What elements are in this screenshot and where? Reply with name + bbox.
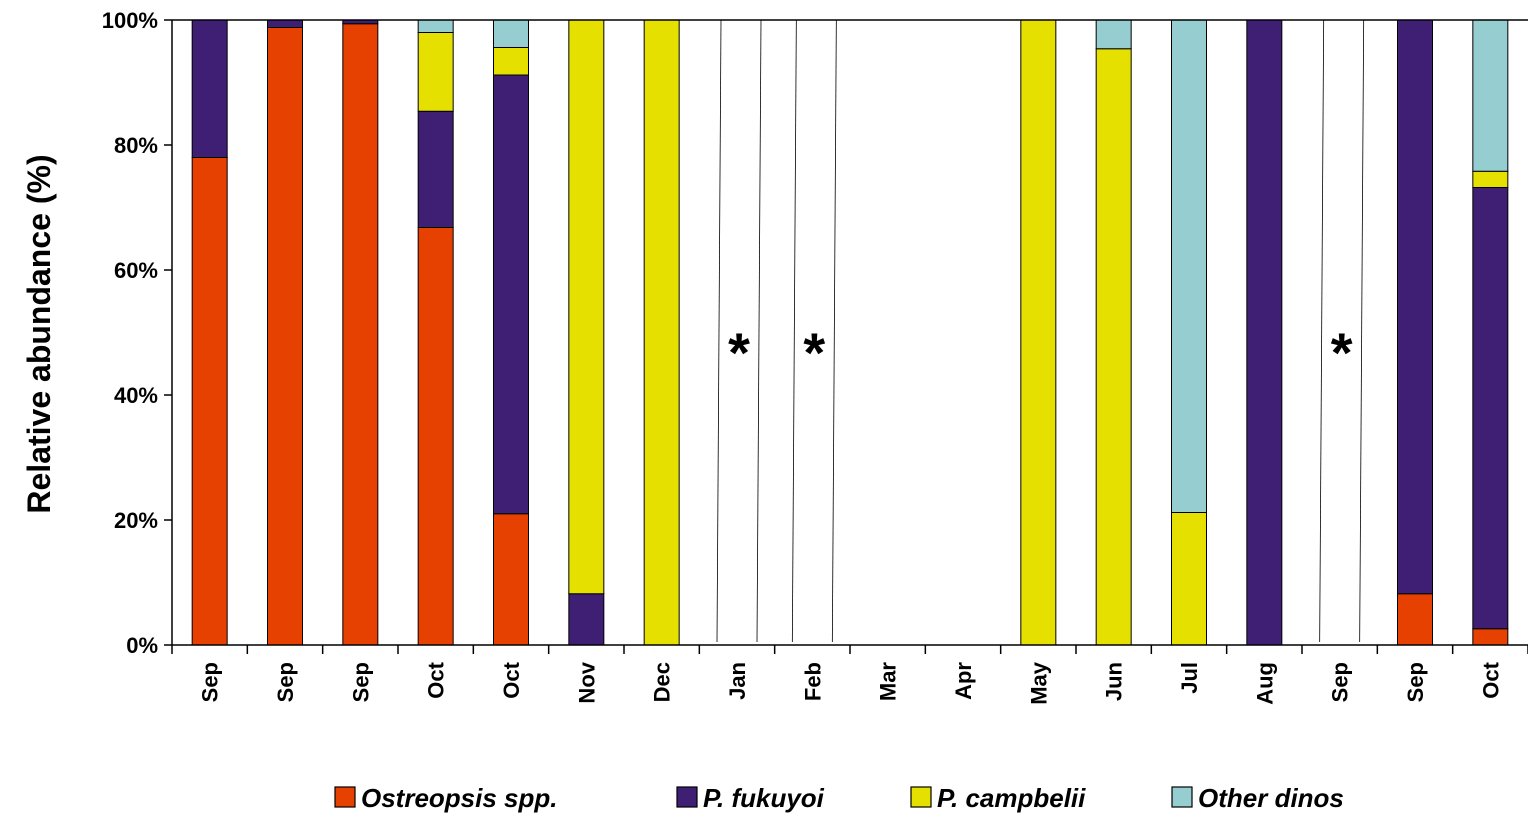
y-axis-title: Relative abundance (%) (21, 154, 57, 513)
bar-segment-4-2 (493, 47, 529, 76)
no-data-line-left-8 (791, 19, 797, 643)
y-tick-label-1: 20% (114, 508, 158, 533)
x-tick-label-1: Sep (273, 662, 298, 702)
bar-segment-17-0 (1472, 628, 1509, 646)
no-data-line-right-8 (831, 19, 837, 643)
x-tick-label-8: Feb (800, 662, 825, 701)
no-data-marker-7: * (728, 321, 750, 384)
bar-segment-6-2 (643, 19, 680, 646)
legend-swatch-1 (676, 786, 698, 808)
bar-segment-11-2 (1020, 19, 1057, 646)
y-tick-label-3: 60% (114, 258, 158, 283)
bar-segment-0-0 (191, 157, 228, 646)
y-tick-label-4: 80% (114, 133, 158, 158)
bar-segment-5-1 (568, 593, 605, 646)
x-tick-label-9: Mar (876, 662, 901, 702)
bar-segment-0-1 (191, 19, 228, 158)
x-tick-label-15: Sep (1328, 662, 1353, 702)
bar-segment-13-3 (1171, 19, 1207, 513)
bar-segment-17-2 (1472, 170, 1509, 188)
bar-segment-16-0 (1397, 593, 1433, 646)
x-tick-label-10: Apr (951, 662, 976, 700)
no-data-line-right-15 (1359, 19, 1365, 643)
x-tick-label-13: Jul (1177, 662, 1202, 694)
bar-segment-12-2 (1095, 48, 1132, 646)
bar-segment-2-0 (342, 23, 379, 646)
no-data-marker-8: * (803, 321, 825, 384)
x-tick-label-17: Oct (1478, 661, 1503, 698)
x-tick-label-12: Jun (1102, 662, 1127, 701)
x-tick-label-3: Oct (424, 661, 449, 698)
legend-swatch-2 (910, 786, 932, 808)
no-data-line-right-7 (756, 19, 762, 643)
y-tick-label-0: 0% (126, 633, 158, 658)
legend: Ostreopsis spp. P. fukuyoi P. campbelii Oth… (334, 783, 1344, 813)
legend-label-2: P. campbelii (937, 783, 1086, 813)
bar-segment-3-1 (417, 110, 454, 228)
bar-segment-3-2 (417, 32, 454, 112)
bar-segment-17-1 (1472, 187, 1509, 630)
bar-segment-3-3 (417, 19, 454, 33)
x-tick-label-4: Oct (499, 661, 524, 698)
bar-segment-4-0 (493, 513, 529, 646)
x-tick-label-7: Jan (725, 662, 750, 700)
bar-segment-17-3 (1472, 19, 1509, 172)
bar-segment-13-2 (1171, 512, 1207, 646)
no-data-marker-15: * (1331, 321, 1353, 384)
bar-segment-5-2 (568, 19, 605, 595)
x-tick-label-5: Nov (574, 661, 599, 703)
legend-label-3: Other dinos (1198, 783, 1344, 813)
legend-swatch-0 (334, 786, 356, 808)
x-tick-label-0: Sep (198, 662, 223, 702)
bar-segment-4-3 (493, 19, 529, 48)
x-tick-label-16: Sep (1403, 662, 1428, 702)
y-axis-title-group: Relative abundance (%) (21, 154, 57, 513)
bar-segment-1-0 (267, 27, 303, 646)
legend-label-0: Ostreopsis spp. (361, 783, 558, 813)
x-tick-label-6: Dec (650, 662, 675, 702)
bar-segment-12-3 (1095, 19, 1132, 50)
x-tick-label-2: Sep (348, 662, 373, 702)
bar-segment-16-1 (1397, 19, 1433, 595)
legend-swatch-3 (1171, 786, 1193, 808)
legend-label-1: P. fukuyoi (703, 783, 825, 813)
bar-segment-4-1 (493, 74, 529, 515)
bar-segment-1-1 (267, 19, 303, 28)
no-data-line-left-7 (716, 19, 722, 643)
bar-segment-14-1 (1246, 19, 1283, 646)
plot-area: * * * 0% 20% 40% 60% 80% 100% Sep Sep Sep Oct Oct Nov D… (102, 8, 1528, 705)
y-tick-label-2: 40% (114, 383, 158, 408)
bar-segment-3-0 (417, 227, 454, 646)
x-tick-label-14: Aug (1252, 662, 1277, 705)
no-data-line-left-15 (1319, 19, 1325, 643)
x-tick-label-11: May (1026, 661, 1051, 705)
y-tick-label-5: 100% (102, 8, 158, 33)
